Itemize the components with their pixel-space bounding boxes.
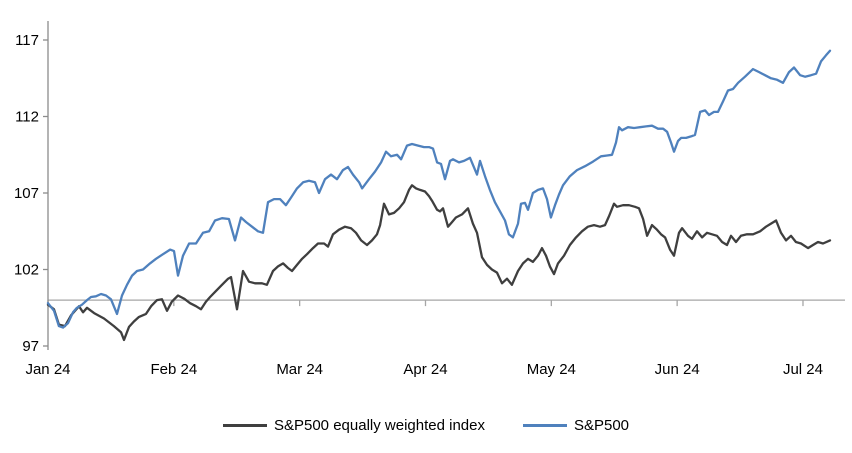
legend-label-sp500: S&P500 — [573, 416, 630, 434]
series-line-sp500 — [46, 49, 832, 329]
x-axis-label: Jul 24 — [783, 361, 823, 378]
series-line-equal-weight — [46, 184, 832, 342]
y-axis-label: 112 — [15, 109, 39, 126]
plot-area: 97 102 107 112 117 Jan 24 Feb 24 Mar 24 Apr 24 Ma… — [14, 21, 845, 378]
x-axis-label: Feb 24 — [150, 361, 197, 378]
y-axis-label: 107 — [14, 185, 39, 202]
y-axis-label: 97 — [22, 338, 39, 355]
x-axis-label: Apr 24 — [403, 361, 447, 378]
legend-item-sp500: S&P500 — [522, 416, 630, 434]
legend: S&P500 equally weighted index S&P500 — [0, 410, 852, 440]
x-axis-label: Jun 24 — [655, 361, 700, 378]
x-axis-label: May 24 — [527, 361, 576, 378]
y-axis-label: 102 — [14, 262, 39, 279]
y-axis-label: 117 — [15, 32, 39, 49]
x-axis-label: Jan 24 — [25, 361, 70, 378]
legend-label-equal-weight: S&P500 equally weighted index — [273, 416, 485, 434]
x-axis-label: Mar 24 — [276, 361, 323, 378]
legend-swatch-sp500-icon — [522, 423, 567, 427]
legend-swatch-equal-weight-icon — [222, 423, 267, 427]
legend-item-equal-weight: S&P500 equally weighted index — [222, 416, 485, 434]
